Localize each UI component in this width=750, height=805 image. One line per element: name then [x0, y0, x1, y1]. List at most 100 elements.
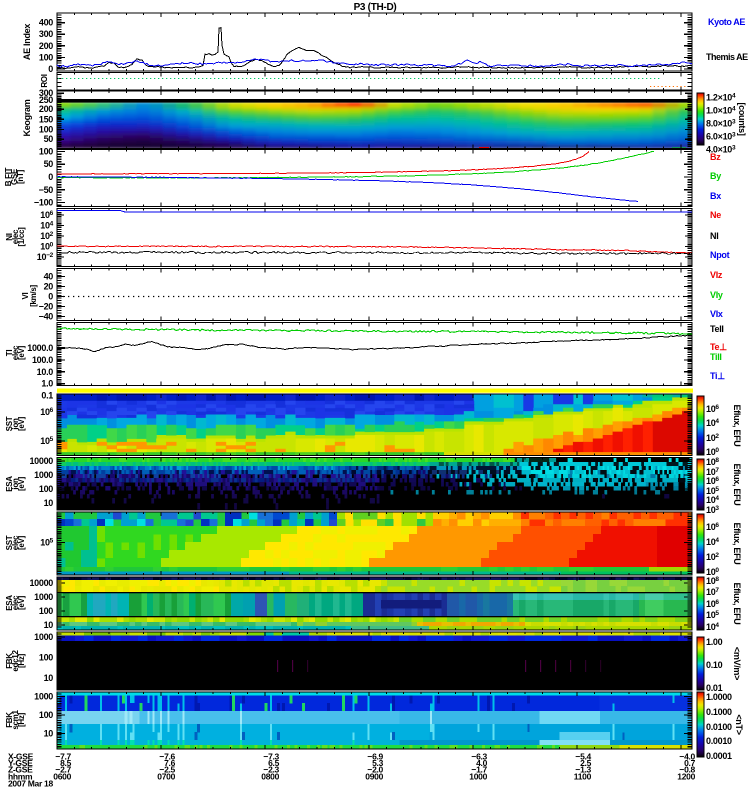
- svg-text:SST: SST: [5, 535, 14, 550]
- svg-text:0: 0: [48, 172, 53, 182]
- svg-text:0.0010: 0.0010: [706, 736, 732, 746]
- svg-text:102: 102: [40, 231, 53, 241]
- svg-text:106: 106: [706, 476, 719, 486]
- svg-text:106: 106: [706, 522, 719, 532]
- svg-text:100: 100: [39, 484, 53, 494]
- svg-text:Keogram: Keogram: [22, 99, 32, 136]
- svg-text:5.3: 5.3: [372, 758, 383, 768]
- svg-text:108: 108: [706, 457, 719, 467]
- svg-text:Npot: Npot: [710, 250, 730, 260]
- svg-text:2.5: 2.5: [580, 758, 591, 768]
- svg-text:−2.7: −2.7: [55, 765, 71, 775]
- svg-text:7.6: 7.6: [164, 758, 175, 768]
- svg-text:106: 106: [706, 404, 719, 414]
- svg-text:B FIT: B FIT: [4, 167, 13, 186]
- svg-text:300: 300: [39, 88, 53, 98]
- svg-text:−1.3: −1.3: [575, 765, 591, 775]
- svg-text:Te⊥: Te⊥: [710, 342, 727, 352]
- svg-text:0: 0: [48, 292, 53, 302]
- svg-text:102: 102: [706, 433, 719, 443]
- svg-text:TeII: TeII: [710, 324, 724, 334]
- svg-text:−2.0: −2.0: [367, 765, 383, 775]
- svg-text:1000: 1000: [34, 592, 53, 602]
- svg-text:FBK: FBK: [5, 653, 14, 669]
- svg-text:10: 10: [44, 620, 54, 630]
- svg-text:0: 0: [48, 64, 53, 74]
- svg-text:1.00: 1.00: [706, 637, 723, 647]
- svg-text:ESA: ESA: [5, 476, 14, 492]
- svg-text:elec: elec: [11, 229, 20, 244]
- svg-text:SST: SST: [5, 416, 14, 431]
- svg-text:1000.0: 1000.0: [27, 343, 53, 353]
- svg-text:Bx: Bx: [710, 191, 721, 201]
- svg-text:200: 200: [39, 41, 53, 51]
- svg-text:−7.3: −7.3: [263, 752, 279, 762]
- svg-text:−6.3: −6.3: [471, 752, 487, 762]
- svg-text:10−2: 10−2: [37, 252, 54, 262]
- svg-text:elec: elec: [11, 345, 20, 360]
- svg-text:ROI: ROI: [40, 74, 49, 87]
- svg-text:[1/cc]: [1/cc]: [17, 227, 26, 247]
- svg-text:1200: 1200: [677, 772, 695, 782]
- svg-text:[eV]: [eV]: [17, 345, 26, 360]
- svg-text:ion: ion: [11, 418, 20, 430]
- svg-text:10: 10: [44, 729, 54, 739]
- svg-text:10: 10: [44, 673, 54, 683]
- svg-text:20: 20: [44, 282, 54, 292]
- svg-text:1000: 1000: [34, 692, 53, 702]
- svg-text:[Hz]: [Hz]: [17, 653, 26, 668]
- svg-text:100: 100: [39, 653, 53, 663]
- svg-text:Z-GSE: Z-GSE: [8, 765, 33, 775]
- svg-text:107: 107: [706, 467, 719, 477]
- svg-text:0.0001: 0.0001: [706, 751, 732, 761]
- svg-text:−4.0: −4.0: [679, 752, 695, 762]
- svg-text:elec: elec: [11, 535, 20, 550]
- svg-text:P3 (TH-D): P3 (TH-D): [354, 2, 397, 13]
- svg-text:Bz: Bz: [710, 152, 721, 162]
- svg-text:100: 100: [39, 52, 53, 62]
- svg-text:4.0: 4.0: [476, 758, 487, 768]
- svg-text:8.0×103: 8.0×103: [706, 119, 736, 129]
- svg-text:1100: 1100: [574, 772, 592, 782]
- svg-text:6.0×103: 6.0×103: [706, 132, 736, 142]
- svg-text:0.10: 0.10: [706, 660, 723, 670]
- svg-text:[nT]: [nT]: [16, 169, 25, 184]
- svg-text:104: 104: [706, 418, 719, 428]
- svg-text:100: 100: [706, 567, 719, 577]
- svg-text:250: 250: [39, 95, 53, 105]
- svg-text:106: 106: [40, 210, 53, 220]
- svg-text:40: 40: [44, 272, 54, 282]
- svg-text:100: 100: [39, 147, 53, 157]
- svg-text:200: 200: [39, 104, 53, 114]
- svg-text:10000: 10000: [29, 578, 53, 588]
- svg-text:VIx: VIx: [710, 309, 723, 319]
- svg-text:100: 100: [39, 710, 53, 720]
- svg-text:105: 105: [40, 538, 53, 548]
- svg-text:4.0×103: 4.0×103: [706, 145, 736, 155]
- svg-text:VIy: VIy: [710, 290, 723, 300]
- svg-text:0800: 0800: [261, 772, 279, 782]
- svg-text:Eflux, EFU: Eflux, EFU: [732, 582, 742, 624]
- svg-text:[km/s]: [km/s]: [29, 284, 38, 306]
- svg-text:1.0000: 1.0000: [706, 692, 732, 702]
- svg-text:400: 400: [39, 18, 53, 28]
- svg-text:100: 100: [40, 242, 53, 252]
- svg-text:106: 106: [40, 407, 53, 417]
- svg-text:Eflux, EFU: Eflux, EFU: [732, 404, 742, 446]
- svg-text:GSE: GSE: [10, 168, 19, 185]
- svg-text:[eV]: [eV]: [17, 595, 26, 610]
- svg-text:104: 104: [40, 221, 53, 231]
- svg-text:<nT>: <nT>: [734, 714, 744, 734]
- svg-text:FBK: FBK: [5, 712, 14, 728]
- svg-text:−40: −40: [39, 312, 54, 322]
- svg-text:TiII: TiII: [710, 352, 722, 362]
- svg-text:−1.7: −1.7: [471, 765, 487, 775]
- svg-text:NI: NI: [5, 233, 14, 240]
- svg-text:Ti⊥: Ti⊥: [710, 371, 725, 381]
- svg-text:104: 104: [706, 622, 719, 632]
- svg-text:Kyoto AE: Kyoto AE: [708, 17, 745, 27]
- svg-text:[counts]: [counts]: [737, 102, 747, 135]
- svg-text:scm1: scm1: [11, 710, 20, 730]
- svg-text:0.1000: 0.1000: [706, 707, 732, 717]
- svg-text:100: 100: [39, 124, 53, 134]
